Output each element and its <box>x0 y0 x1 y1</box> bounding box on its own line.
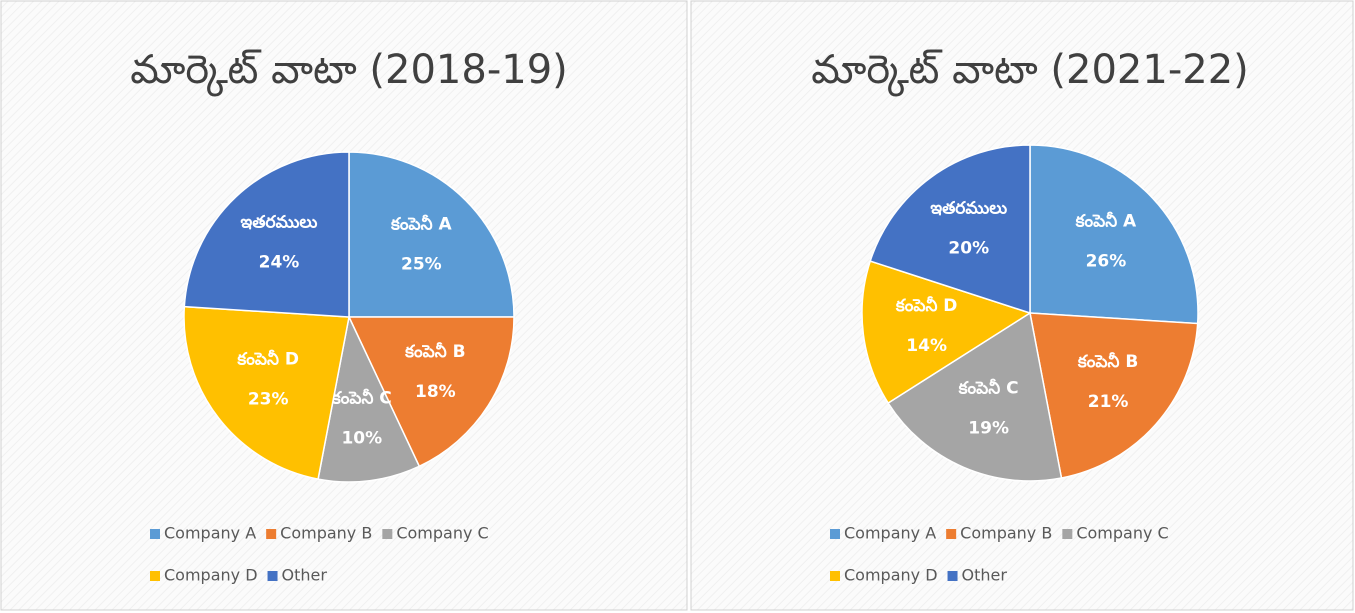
slice-label: కంపెనీ D <box>895 296 958 316</box>
legend-swatch <box>150 571 160 581</box>
legend-label: Company C <box>396 524 488 543</box>
data-label: 25% <box>401 255 442 275</box>
slice-label: కంపెనీ C <box>331 388 392 408</box>
data-label: 19% <box>968 419 1009 439</box>
data-label: 18% <box>415 382 456 402</box>
legend-swatch <box>150 529 160 539</box>
pie-slice <box>1029 144 1199 325</box>
legend-swatch <box>946 529 957 539</box>
legend-label: Company B <box>960 524 1052 543</box>
legend-swatch <box>266 529 277 539</box>
pie-slice <box>183 305 350 480</box>
data-label: 20% <box>948 239 989 259</box>
slice-label: కంపెనీ B <box>404 342 465 362</box>
legend-label: Company A <box>844 524 936 543</box>
data-label: 23% <box>248 390 289 410</box>
legend-label: Other <box>962 566 1008 585</box>
slice-label: కంపెనీ C <box>958 379 1019 399</box>
data-label: 10% <box>341 428 382 448</box>
legend-swatch <box>382 529 393 539</box>
legend-swatch <box>830 529 840 539</box>
legend-swatch <box>947 571 958 581</box>
slice-label: కంపెనీ A <box>1075 212 1137 232</box>
slice-label: కంపెనీ D <box>236 350 299 370</box>
pie-slice <box>861 260 1032 405</box>
legend-swatch <box>267 571 278 581</box>
legend-label: Company C <box>1076 524 1168 543</box>
data-label: 21% <box>1088 392 1129 412</box>
data-label: 14% <box>906 336 947 356</box>
legend-label: Company D <box>164 566 258 585</box>
chart-title: మార్కెట్ వాటా (2021-22) <box>811 47 1249 97</box>
slice-label: ఇతరములు <box>241 212 318 232</box>
legend-swatch <box>1062 529 1073 539</box>
pie-slice <box>347 316 515 468</box>
legend-swatch <box>830 571 840 581</box>
legend-label: Other <box>282 566 328 585</box>
pie-slice <box>317 314 421 483</box>
pie-slice <box>348 151 515 318</box>
legend-label: Company B <box>280 524 372 543</box>
pie-slice <box>1029 312 1199 479</box>
slice-label: ఇతరములు <box>930 199 1007 219</box>
data-label: 26% <box>1086 252 1127 272</box>
slice-label: కంపెనీ B <box>1077 352 1138 372</box>
legend-label: Company D <box>844 566 938 585</box>
pie-slice <box>183 151 350 318</box>
data-label: 24% <box>259 252 300 272</box>
chart-title: మార్కెట్ వాటా (2018-19) <box>130 47 568 97</box>
pie-slice <box>869 144 1031 315</box>
slice-label: కంపెనీ A <box>390 215 452 235</box>
legend-label: Company A <box>164 524 256 543</box>
pie-slice <box>887 311 1063 482</box>
